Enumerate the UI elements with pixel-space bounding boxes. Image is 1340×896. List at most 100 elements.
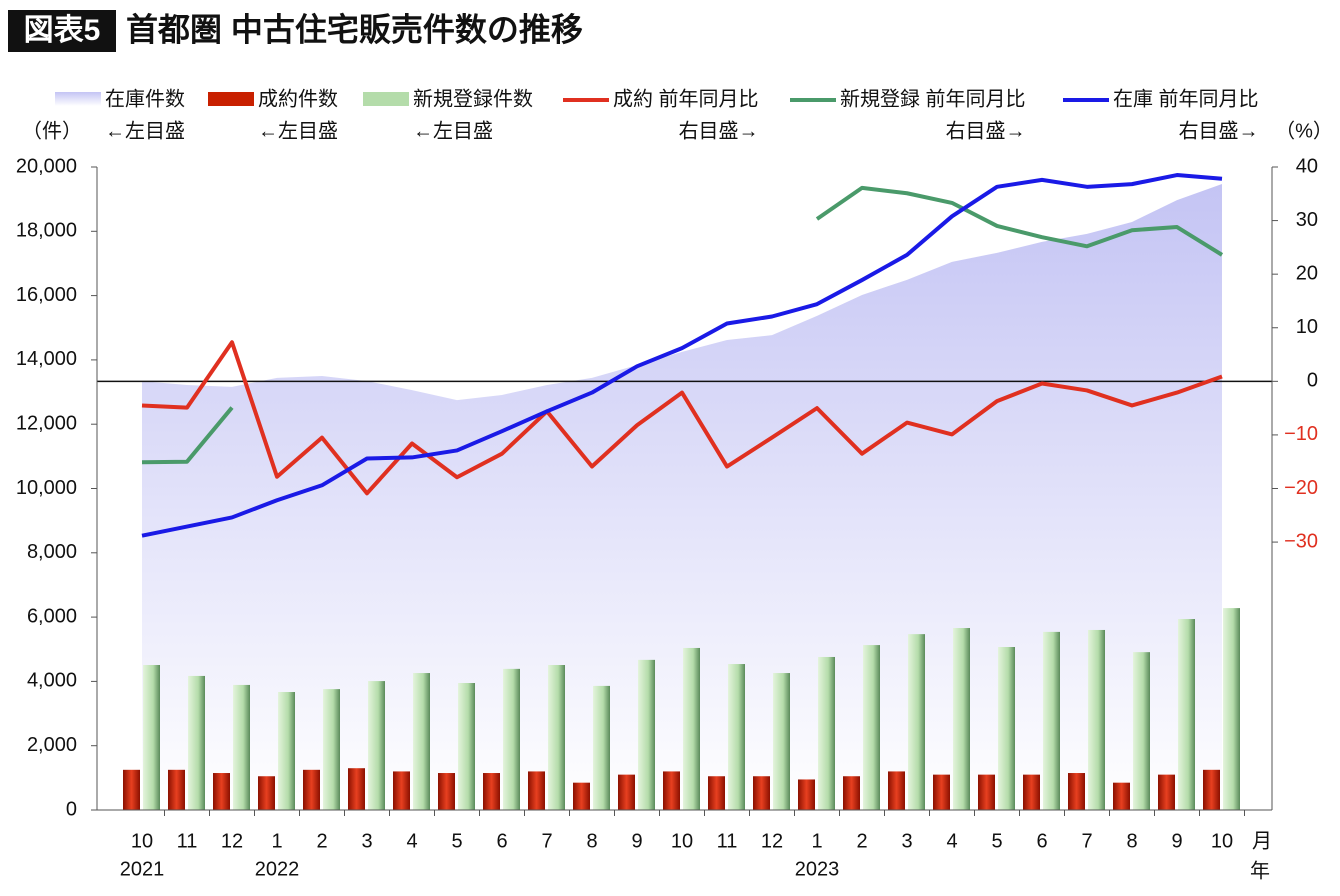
- x-tick-label: 7: [1081, 830, 1092, 852]
- bar: [278, 692, 295, 810]
- y-tick-label: 20,000: [16, 155, 77, 177]
- bar: [818, 656, 835, 810]
- y2-tick-label: 40: [1296, 155, 1318, 177]
- legend-axis-note: ←左目盛: [258, 119, 338, 142]
- y2-tick-label: 10: [1296, 316, 1318, 338]
- bar: [998, 646, 1015, 810]
- y-tick-label: 18,000: [16, 220, 77, 242]
- bar: [933, 774, 950, 810]
- x-tick-label: 7: [541, 830, 552, 852]
- legend-axis-note: ←左目盛: [413, 119, 493, 142]
- legend-label: 新規登録 前年同月比: [840, 87, 1026, 110]
- legend-swatch: [208, 92, 254, 106]
- y-tick-label: 12,000: [16, 412, 77, 434]
- bar: [1158, 774, 1175, 810]
- y-tick-label: 16,000: [16, 284, 77, 306]
- x-tick-label: 2: [316, 830, 327, 852]
- x-tick-label: 12: [761, 830, 783, 852]
- line: [141, 406, 234, 465]
- bar: [503, 668, 520, 810]
- x-tick-label: 1: [811, 830, 822, 852]
- bar: [348, 768, 365, 810]
- bar: [548, 665, 565, 810]
- y-tick-label: 0: [66, 798, 77, 820]
- x-year-label: 2022: [255, 858, 300, 880]
- bar: [1043, 631, 1060, 810]
- bar: [798, 779, 815, 810]
- bar: [323, 689, 340, 810]
- legend-label: 在庫 前年同月比: [1113, 87, 1259, 110]
- chart-title: 首都圏 中古住宅販売件数の推移: [126, 11, 583, 47]
- y-tick-label: 2,000: [27, 734, 77, 756]
- x-tick-label: 10: [131, 830, 153, 852]
- line: [141, 340, 1223, 496]
- x-tick-label: 5: [451, 830, 462, 852]
- legend-label: 成約 前年同月比: [613, 87, 759, 110]
- x-tick-label: 1: [271, 830, 282, 852]
- y2-tick-label: 30: [1296, 209, 1318, 231]
- x-tick-label: 10: [671, 830, 693, 852]
- bar: [258, 776, 275, 810]
- bar: [143, 665, 160, 810]
- bar: [458, 683, 475, 810]
- x-tick-label: 9: [631, 830, 642, 852]
- y2-tick-label: −10: [1284, 423, 1318, 445]
- x-axis-label2: 年: [1250, 859, 1270, 882]
- legend-axis-note: 右目盛→: [1179, 119, 1259, 142]
- x-tick-label: 9: [1171, 830, 1182, 852]
- bar: [863, 645, 880, 810]
- bar: [1068, 773, 1085, 810]
- y2-tick-label: 0: [1307, 370, 1318, 392]
- bar: [1203, 769, 1220, 810]
- bar: [843, 776, 860, 810]
- bar: [1178, 619, 1195, 810]
- legend-label: 成約件数: [258, 87, 338, 110]
- bar: [368, 681, 385, 810]
- bar: [953, 628, 970, 810]
- bar: [708, 776, 725, 810]
- line: [815, 185, 1224, 257]
- bar: [1113, 782, 1130, 810]
- x-tick-label: 6: [496, 830, 507, 852]
- legend-swatch: [55, 92, 101, 106]
- y-axis-label: （件）: [22, 119, 82, 142]
- x-tick-label: 8: [1126, 830, 1137, 852]
- bar: [593, 685, 610, 810]
- legend-swatch: [363, 92, 409, 106]
- legend-axis-note: 右目盛→: [679, 119, 759, 142]
- bar: [393, 771, 410, 810]
- bar: [753, 776, 770, 810]
- bar: [188, 675, 205, 810]
- bar: [663, 771, 680, 810]
- line: [141, 173, 1223, 538]
- x-tick-label: 4: [406, 830, 417, 852]
- title-badge-bg: [8, 10, 116, 52]
- x-tick-label: 2: [856, 830, 867, 852]
- bar: [1133, 652, 1150, 810]
- y-tick-label: 6,000: [27, 605, 77, 627]
- bar: [638, 659, 655, 810]
- area: [142, 184, 1222, 811]
- x-tick-label: 11: [177, 830, 198, 852]
- y2-axis-label: （%）: [1275, 119, 1333, 142]
- x-year-label: 2023: [795, 858, 840, 880]
- x-tick-label: 4: [946, 830, 957, 852]
- y2-tick-label: −30: [1284, 530, 1318, 552]
- bar: [123, 769, 140, 810]
- x-tick-label: 3: [901, 830, 912, 852]
- bar: [303, 769, 320, 810]
- bar: [438, 773, 455, 810]
- y-tick-label: 4,000: [27, 670, 77, 692]
- bar: [168, 769, 185, 810]
- bar: [683, 647, 700, 810]
- x-tick-label: 5: [991, 830, 1002, 852]
- x-year-label: 2021: [120, 858, 165, 880]
- x-tick-label: 10: [1211, 830, 1233, 852]
- bar: [888, 771, 905, 810]
- bar: [528, 771, 545, 810]
- y2-tick-label: 20: [1296, 262, 1318, 284]
- y-tick-label: 8,000: [27, 541, 77, 563]
- bar: [233, 684, 250, 810]
